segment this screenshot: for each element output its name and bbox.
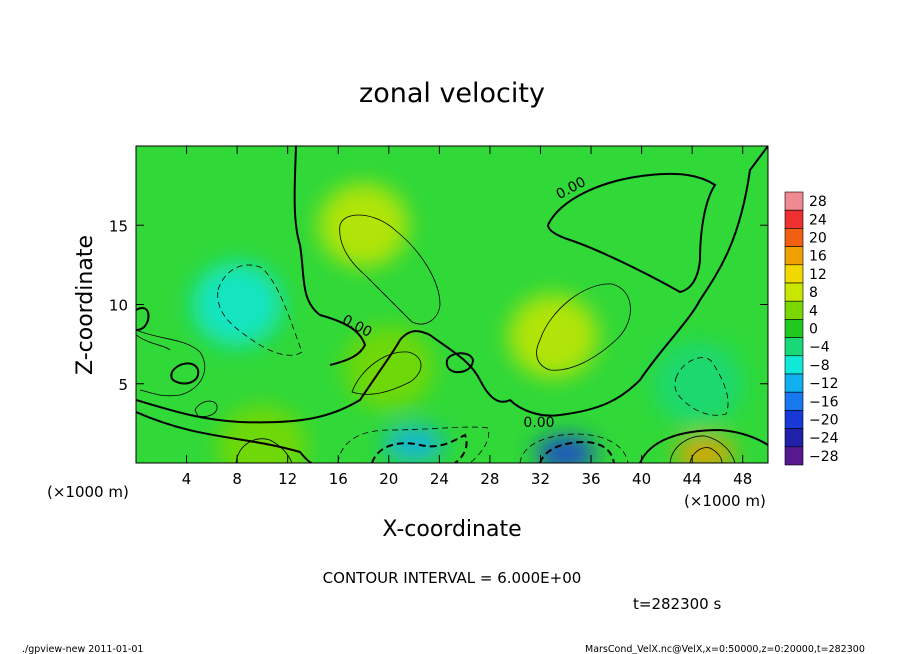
y-tick-label: 10 <box>109 297 128 315</box>
field-blob <box>192 262 283 347</box>
colorbar-label: −28 <box>809 449 839 465</box>
x-tick-label: 48 <box>733 470 752 488</box>
y-axis-label: Z-coordinate <box>73 235 98 375</box>
y-axis: 5 10 15 <box>109 217 768 394</box>
zero-contour-right <box>547 172 717 294</box>
x-axis-label: X-coordinate <box>382 517 521 542</box>
x-axis: 4 8 12 16 20 24 28 32 36 40 44 48 <box>182 146 752 488</box>
colorbar-swatch <box>784 228 804 247</box>
positive-contour-6-bottom <box>235 438 293 463</box>
y-tick-label: 5 <box>118 376 128 394</box>
field-blob <box>535 435 596 463</box>
colorbar-label: −24 <box>809 431 839 447</box>
colorbar-label: −4 <box>809 340 830 356</box>
contour-label: 0.00 <box>523 415 554 431</box>
zero-contour-main <box>136 146 768 424</box>
colorbar-swatch <box>784 246 804 266</box>
colorbar-label: 20 <box>809 231 827 247</box>
zero-contour-left-edge <box>136 307 150 331</box>
colorbar: 28 24 20 16 12 8 4 0 −4 −8 −12 −16 −20 −24 −28 <box>784 191 839 466</box>
positive-contour-6-upper <box>339 214 441 325</box>
zero-contour-small-2 <box>445 352 475 374</box>
plot-area <box>135 145 769 464</box>
x-tick-label: 40 <box>632 470 651 488</box>
x-unit-right: (×1000 m) <box>684 492 766 510</box>
x-unit-left: (×1000 m) <box>47 483 129 501</box>
colorbar-swatch <box>784 373 804 393</box>
contour-lines <box>136 146 768 463</box>
positive-contour-left <box>136 329 206 397</box>
colorbar-label: 0 <box>809 322 818 338</box>
contour-interval: CONTOUR INTERVAL = 6.000E+00 <box>323 569 582 587</box>
x-tick-label: 28 <box>480 470 499 488</box>
colorbar-swatch <box>784 209 804 229</box>
zero-contour-upper <box>293 146 367 366</box>
colorbar-label: −20 <box>809 413 839 429</box>
zero-contour-bottom-right <box>639 428 768 463</box>
x-tick-label: 20 <box>379 470 398 488</box>
footer-right: MarsCond_VelX.nc@VelX,x=0:50000,z=0:2000… <box>585 644 865 654</box>
x-tick-label: 32 <box>531 470 550 488</box>
field-blob <box>343 325 434 410</box>
colorbar-label: −12 <box>809 376 839 392</box>
positive-contour-6-corner <box>669 435 736 463</box>
colorbar-swatch <box>784 355 804 375</box>
colorbar-label: 8 <box>809 285 818 301</box>
time-stamp: t=282300 s <box>633 595 721 613</box>
negative-contour-6-center-bottom <box>519 433 629 463</box>
colorbar-swatch <box>784 282 804 302</box>
x-tick-label: 24 <box>430 470 449 488</box>
footer-left: ./gpview-new 2011-01-01 <box>22 644 143 654</box>
positive-contour-6-left <box>351 351 422 395</box>
x-tick-label: 8 <box>232 470 242 488</box>
colorbar-label: 4 <box>809 303 818 319</box>
colorbar-label: 12 <box>809 267 827 283</box>
positive-contour-left-2 <box>136 334 171 351</box>
x-tick-label: 12 <box>278 470 297 488</box>
colorbar-swatch <box>784 446 804 466</box>
negative-contour-6-left <box>217 264 303 356</box>
field-blob <box>653 341 744 426</box>
x-tick-label: 16 <box>329 470 348 488</box>
colorbar-swatch <box>784 319 804 338</box>
negative-contour-12-bottom <box>371 433 468 463</box>
colorbar-label: 28 <box>809 194 827 210</box>
field-blob <box>318 183 409 268</box>
chart-title: zonal velocity <box>359 78 545 109</box>
colorbar-label: −8 <box>809 358 830 374</box>
x-tick-label: 44 <box>683 470 702 488</box>
x-tick-label: 4 <box>182 470 192 488</box>
negative-contour-12-center-bottom <box>539 440 615 463</box>
colorbar-swatch <box>784 300 804 320</box>
positive-contour-6-center <box>536 283 631 371</box>
positive-contour-12-corner <box>689 447 723 463</box>
colorbar-swatch <box>784 391 804 411</box>
y-tick-label: 15 <box>109 217 128 235</box>
positive-contour-small <box>194 400 218 417</box>
zero-contour-bottom <box>136 411 313 463</box>
colorbar-swatch <box>784 428 804 448</box>
colorbar-label: −16 <box>809 394 839 410</box>
colorbar-label: 16 <box>809 249 827 265</box>
field-blob <box>674 435 735 463</box>
x-tick-label: 36 <box>581 470 600 488</box>
colorbar-swatch <box>784 264 804 284</box>
colorbar-swatch <box>784 337 804 357</box>
negative-contour-6-bottom <box>337 426 490 463</box>
zero-contour-small-1 <box>170 362 200 385</box>
colorbar-label: 24 <box>809 212 827 228</box>
negative-contour-6-right <box>674 357 729 416</box>
colorbar-swatch <box>784 191 804 211</box>
colorbar-swatch <box>784 410 804 429</box>
field-blob <box>508 294 599 379</box>
